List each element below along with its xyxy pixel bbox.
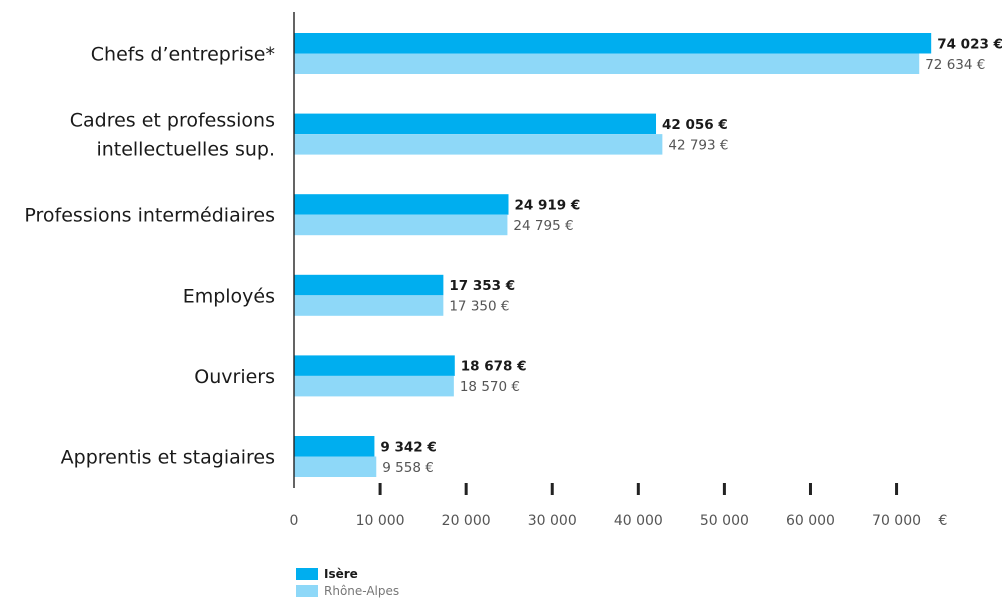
category-label: Cadres et professions <box>70 110 275 132</box>
legend-swatch-isere <box>296 567 318 580</box>
data-label-isere: 74 023 € <box>937 36 1003 52</box>
x-tick-label: 40 000 <box>614 513 663 529</box>
x-tick-label: 0 <box>290 513 299 529</box>
category-label: Apprentis et stagiaires <box>61 447 275 469</box>
bar-isere <box>294 113 657 135</box>
x-tick-label: 30 000 <box>528 513 577 529</box>
bar-isere <box>294 33 932 54</box>
category-label: Chefs d’entreprise* <box>91 44 275 66</box>
legend-label-rhone-alpes: Rhône-Alpes <box>324 583 400 598</box>
x-tick-label: 20 000 <box>442 513 491 529</box>
bar-rhone-alpes <box>294 375 454 397</box>
x-axis-unit: € <box>939 513 948 529</box>
x-tick <box>636 483 640 495</box>
x-tick <box>895 483 899 495</box>
bar-isere <box>294 194 509 215</box>
data-label-rhone-alpes: 42 793 € <box>668 137 728 153</box>
data-label-rhone-alpes: 17 350 € <box>449 299 509 315</box>
x-tick <box>808 483 812 495</box>
bar-rhone-alpes <box>294 134 663 155</box>
bar-isere <box>294 436 375 457</box>
category-label: Professions intermédiaires <box>24 205 275 227</box>
x-tick <box>464 483 468 495</box>
legend-label-isere: Isère <box>324 566 358 581</box>
data-label-rhone-alpes: 9 558 € <box>382 460 434 476</box>
category-label: intellectuelles sup. <box>96 139 275 161</box>
data-label-rhone-alpes: 18 570 € <box>460 379 520 395</box>
x-tick-label: 50 000 <box>700 513 749 529</box>
data-label-isere: 42 056 € <box>662 117 728 133</box>
x-tick-label: 10 000 <box>356 513 405 529</box>
data-label-isere: 24 919 € <box>515 197 581 213</box>
x-tick <box>378 483 382 495</box>
bar-rhone-alpes <box>294 295 444 316</box>
legend-item-rhone-alpes: Rhône-Alpes <box>296 582 399 599</box>
x-tick-label: 70 000 <box>872 513 921 529</box>
legend-swatch-rhone-alpes <box>296 584 318 597</box>
bar-isere <box>294 355 455 376</box>
data-label-isere: 17 353 € <box>449 278 515 294</box>
category-label: Employés <box>183 285 275 307</box>
x-tick-label: 60 000 <box>786 513 835 529</box>
x-tick <box>722 483 726 495</box>
data-label-rhone-alpes: 24 795 € <box>513 218 573 234</box>
x-tick <box>550 483 554 495</box>
data-label-rhone-alpes: 72 634 € <box>925 57 985 73</box>
bar-isere <box>294 274 444 296</box>
category-label: Ouvriers <box>194 366 275 388</box>
data-label-isere: 9 342 € <box>380 439 436 455</box>
legend: Isère Rhône-Alpes <box>296 565 399 599</box>
data-label-isere: 18 678 € <box>461 359 527 375</box>
chart: 74 023 € 72 634 € Chefs d’entreprise* 42 05… <box>24 12 1003 529</box>
bar-rhone-alpes <box>294 456 377 477</box>
bar-rhone-alpes <box>294 214 508 236</box>
bar-rhone-alpes <box>294 53 920 74</box>
legend-item-isere: Isère <box>296 565 399 582</box>
